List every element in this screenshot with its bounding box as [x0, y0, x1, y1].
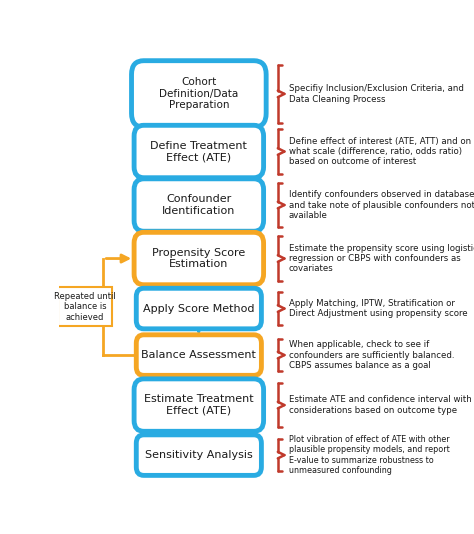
FancyBboxPatch shape	[134, 179, 264, 231]
Text: Estimate ATE and confidence interval with
considerations based on outcome type: Estimate ATE and confidence interval wit…	[289, 395, 472, 415]
Text: Plot vibration of effect of ATE with other
plausible propensity models, and repo: Plot vibration of effect of ATE with oth…	[289, 435, 450, 475]
Text: Cohort
Definition/Data
Preparation: Cohort Definition/Data Preparation	[159, 77, 238, 111]
Text: Balance Assessment: Balance Assessment	[141, 350, 256, 360]
FancyBboxPatch shape	[137, 288, 261, 329]
FancyBboxPatch shape	[134, 125, 264, 178]
FancyBboxPatch shape	[134, 379, 264, 431]
Text: Define Treatment
Effect (ATE): Define Treatment Effect (ATE)	[150, 141, 247, 162]
Text: Apply Score Method: Apply Score Method	[143, 303, 255, 313]
Text: Define effect of interest (ATE, ATT) and on
what scale (difference, ratio, odds : Define effect of interest (ATE, ATT) and…	[289, 137, 471, 167]
FancyBboxPatch shape	[134, 232, 264, 285]
FancyBboxPatch shape	[137, 335, 261, 375]
FancyBboxPatch shape	[137, 435, 261, 475]
Text: Sensitivity Analysis: Sensitivity Analysis	[145, 450, 253, 460]
Text: Estimate Treatment
Effect (ATE): Estimate Treatment Effect (ATE)	[144, 394, 254, 416]
Text: When applicable, check to see if
confounders are sufficiently balanced.
CBPS ass: When applicable, check to see if confoun…	[289, 340, 455, 370]
Text: Apply Matching, IPTW, Stratification or
Direct Adjustment using propensity score: Apply Matching, IPTW, Stratification or …	[289, 299, 467, 318]
FancyBboxPatch shape	[58, 287, 111, 326]
Text: Estimate the propensity score using logistic
regression or CBPS with confounders: Estimate the propensity score using logi…	[289, 244, 474, 273]
Text: Identify confounders observed in database,
and take note of plausible confounder: Identify confounders observed in databas…	[289, 190, 474, 220]
Text: Confounder
Identification: Confounder Identification	[162, 194, 236, 216]
Text: Propensity Score
Estimation: Propensity Score Estimation	[152, 248, 246, 269]
FancyBboxPatch shape	[131, 61, 266, 127]
Text: Repeated until
balance is
achieved: Repeated until balance is achieved	[54, 292, 116, 321]
Text: Specifiy Inclusion/Exclusion Criteria, and
Data Cleaning Process: Specifiy Inclusion/Exclusion Criteria, a…	[289, 84, 464, 104]
